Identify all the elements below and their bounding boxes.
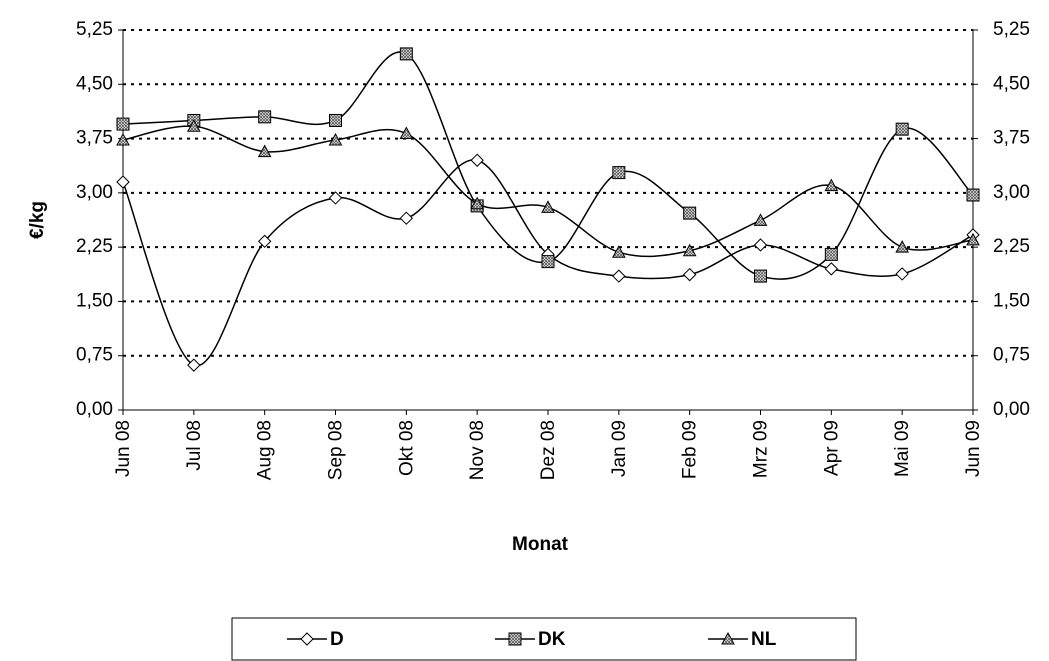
legend-marker (508, 632, 522, 646)
data-point (966, 232, 980, 246)
y2-tick-label: 0,75 (993, 345, 1030, 366)
x-tick-label: Mai 09 (892, 420, 913, 477)
data-point (187, 358, 201, 372)
data-point (328, 132, 343, 146)
x-axis-label: Monat (512, 534, 569, 555)
data-point (399, 126, 414, 140)
data-point (612, 269, 626, 283)
data-point (116, 175, 130, 189)
series-line (122, 51, 974, 280)
data-point (612, 166, 626, 180)
legend-marker (300, 632, 314, 646)
data-point (399, 47, 413, 61)
data-point (895, 267, 909, 281)
y2-tick-label: 2,25 (993, 236, 1030, 257)
y-tick-label: 5,25 (76, 19, 113, 40)
y2-tick-label: 0,00 (993, 399, 1030, 420)
legend-label: D (330, 629, 344, 650)
data-point (754, 269, 767, 283)
legend-label: DK (538, 629, 566, 650)
series-line (122, 159, 974, 367)
data-point (470, 196, 485, 210)
data-point (116, 117, 130, 131)
data-point (611, 245, 626, 258)
x-tick-label: Jan 09 (609, 420, 630, 477)
x-tick-label: Nov 08 (467, 420, 488, 480)
data-point (257, 234, 272, 249)
data-point (966, 188, 980, 202)
legend-label: NL (751, 629, 777, 650)
y2-tick-label: 3,00 (993, 182, 1030, 203)
y-tick-label: 0,75 (76, 345, 113, 366)
x-tick-label: Okt 08 (396, 420, 417, 476)
data-point (895, 122, 909, 136)
data-point (186, 119, 201, 132)
y-tick-label: 2,25 (76, 236, 113, 257)
data-point (470, 153, 484, 167)
data-point (328, 191, 343, 205)
x-tick-label: Jun 09 (963, 420, 984, 477)
data-point (682, 267, 697, 282)
y-axis-label: €/kg (27, 201, 48, 239)
y-tick-label: 1,50 (76, 290, 113, 311)
data-point (895, 240, 910, 253)
data-point (824, 178, 839, 192)
legend-marker (721, 631, 735, 645)
x-tick-label: Mrz 09 (751, 420, 772, 478)
x-tick-label: Feb 09 (680, 420, 701, 479)
legend-box (231, 617, 857, 661)
data-point (683, 206, 697, 220)
data-point (824, 247, 838, 261)
y-tick-label: 0,00 (76, 399, 113, 420)
data-point (753, 238, 768, 252)
y2-tick-label: 4,50 (993, 73, 1030, 94)
y2-tick-label: 1,50 (993, 290, 1030, 311)
data-point (116, 132, 130, 146)
data-point (541, 200, 555, 213)
series-line (122, 125, 974, 258)
y2-tick-label: 3,75 (993, 128, 1030, 149)
data-point (258, 110, 272, 124)
data-point (399, 211, 414, 225)
y-tick-label: 4,50 (76, 73, 113, 94)
x-tick-label: Apr 09 (821, 420, 842, 476)
data-point (753, 213, 768, 226)
x-tick-label: Jun 08 (113, 420, 134, 477)
data-point (541, 255, 555, 269)
x-tick-label: Sep 08 (326, 420, 347, 480)
data-point (257, 144, 272, 158)
data-point (329, 113, 342, 127)
x-tick-label: Aug 08 (255, 420, 276, 480)
x-tick-label: Dez 08 (538, 420, 559, 480)
x-tick-label: Jul 08 (184, 420, 205, 471)
y-tick-label: 3,75 (76, 128, 113, 149)
data-point (824, 262, 839, 276)
y2-tick-label: 5,25 (993, 19, 1030, 40)
y-tick-label: 3,00 (76, 182, 113, 203)
data-point (682, 243, 697, 257)
